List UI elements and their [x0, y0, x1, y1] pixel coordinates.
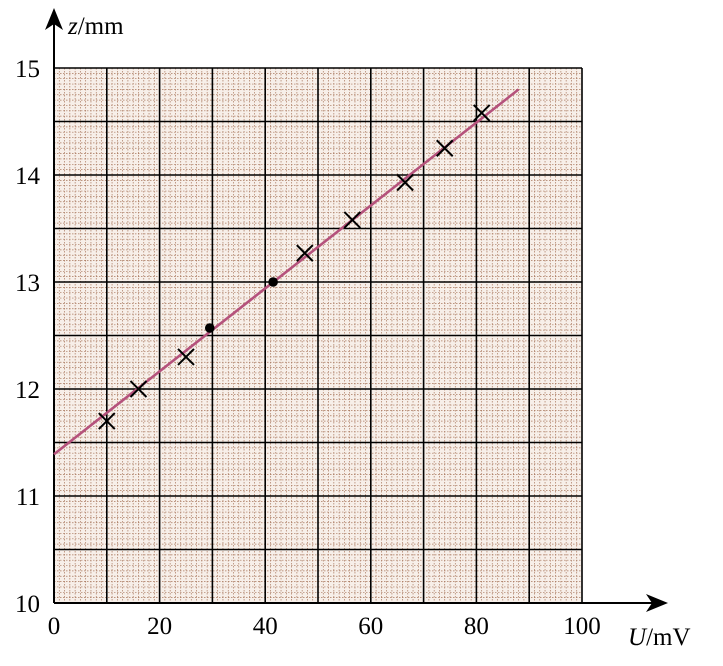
data-point-cross [129, 380, 148, 398]
data-point-cross [296, 244, 314, 262]
data-point-cross [436, 139, 454, 157]
data-point-cross [177, 348, 195, 366]
axes [45, 8, 668, 612]
y-axis-var: z [67, 13, 78, 40]
y-axis-unit: /mm [78, 13, 124, 40]
data-point-dot [268, 277, 278, 287]
y-tick-label: 11 [16, 484, 40, 511]
x-tick-label: 100 [563, 613, 601, 640]
y-tick-label: 10 [15, 591, 40, 618]
x-tick-label: 40 [253, 613, 278, 640]
y-tick-label: 14 [15, 163, 41, 190]
y-tick-label: 15 [15, 56, 40, 83]
fit-line [53, 88, 520, 456]
data-point-dot [204, 323, 215, 333]
y-axis-arrow-icon [45, 8, 63, 30]
x-axis-arrow-icon [646, 594, 668, 612]
data-point-cross [98, 412, 116, 430]
x-axis-label: U/mV [628, 624, 691, 651]
data-markers [98, 104, 491, 430]
x-axis-unit: /mV [646, 624, 690, 651]
x-axis-var: U [628, 624, 648, 651]
data-point-cross [343, 211, 362, 229]
tick-labels: 0 20 40 60 80 100 10 11 12 13 14 15 [15, 56, 601, 640]
x-tick-label: 80 [464, 613, 489, 640]
x-tick-label: 20 [147, 613, 172, 640]
data-point-cross [396, 173, 414, 192]
data-point-cross [472, 104, 491, 122]
x-tick-label: 60 [358, 613, 383, 640]
y-axis-label: z/mm [67, 13, 124, 40]
y-tick-label: 13 [15, 270, 40, 297]
y-tick-label: 12 [15, 377, 40, 404]
fit-line-group [53, 88, 520, 456]
x-tick-label: 0 [48, 613, 61, 640]
